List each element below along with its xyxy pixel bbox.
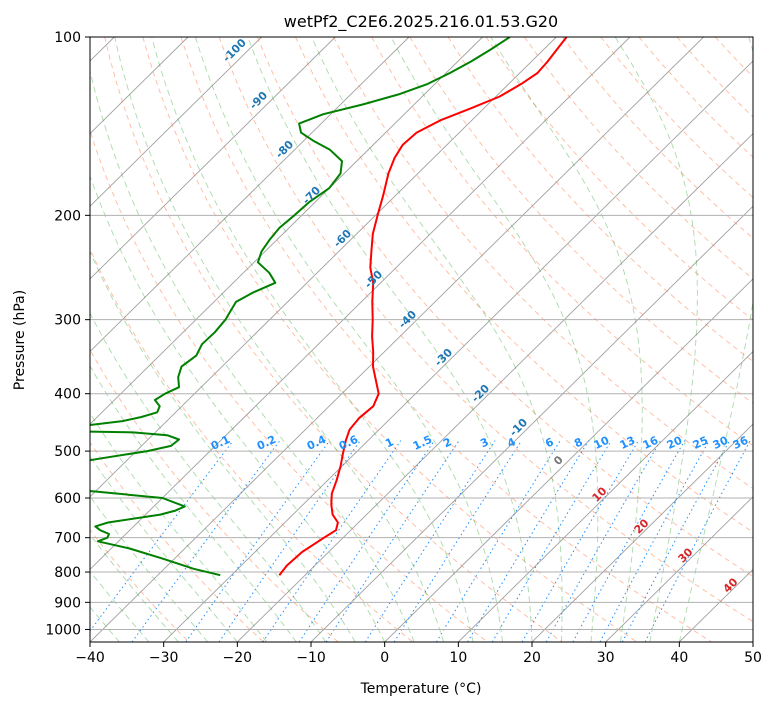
x-axis-label: Temperature (°C) (360, 681, 482, 697)
isotherm-line (90, 37, 410, 353)
isotherm-line (605, 496, 753, 642)
dry-adiabat-line (142, 37, 638, 642)
isotherm-line (90, 37, 336, 280)
isotherm-line (531, 423, 753, 642)
moist-adiabat-line (90, 250, 356, 642)
dry-adiabat-line (218, 37, 753, 623)
y-tick-label: 500 (54, 444, 81, 460)
dry-adiabat-line (333, 37, 753, 490)
isotherm-line (384, 278, 753, 642)
mixing-ratio-line (521, 440, 639, 642)
mixing-ratio-line (435, 440, 561, 642)
isotherm-line (90, 37, 483, 425)
x-tick-label: −40 (75, 650, 105, 666)
background-lines (90, 37, 753, 642)
mixing-ratio-line (90, 440, 234, 632)
x-axis: −40 −30 −20 −10 0 10 20 30 40 50 (75, 642, 762, 666)
x-tick-label: −30 (149, 650, 179, 666)
mixing-ratio-label: 25 (691, 434, 710, 452)
y-tick-label: 900 (54, 595, 81, 611)
moist-adiabat-line (90, 570, 150, 642)
mixing-ratio-line (325, 440, 460, 642)
y-tick-label: 300 (54, 313, 81, 329)
moist-adiabat-line (90, 69, 415, 642)
y-tick-label: 800 (54, 565, 81, 581)
y-tick-label: 600 (54, 491, 81, 507)
moist-adiabat-line (678, 37, 753, 642)
isotherm-line (90, 37, 557, 498)
mixing-ratio-label: 16 (641, 434, 661, 452)
moist-adiabat-line (311, 37, 563, 642)
mixing-ratio-line (572, 440, 686, 642)
x-tick-label: 10 (449, 650, 467, 666)
isotherm-line (310, 205, 753, 642)
moist-adiabat-line (194, 37, 503, 642)
moist-adiabat-line (90, 312, 327, 642)
isotherm-line (163, 60, 753, 642)
dry-adiabat-line (295, 37, 753, 533)
y-tick-label: 200 (54, 208, 81, 224)
moist-adiabat-line (90, 412, 268, 642)
pressure-gridlines (90, 37, 753, 630)
isotherm-line (90, 37, 262, 207)
x-tick-label: 40 (670, 650, 688, 666)
isotherm-line (457, 350, 753, 642)
mixing-ratio-label: 10 (592, 434, 612, 452)
mixing-ratio-line (644, 440, 751, 642)
mixing-ratio-label: 30 (711, 434, 731, 452)
moist-adiabat-line (614, 37, 698, 642)
plot-background (90, 37, 753, 642)
x-tick-label: 20 (523, 650, 541, 666)
moist-adiabat-line (490, 37, 643, 642)
x-tick-label: 50 (744, 650, 762, 666)
mixing-ratio-label: 20 (665, 434, 685, 452)
isotherm-line (236, 132, 753, 642)
moist-adiabat-line (151, 37, 474, 642)
dry-adiabat-line (90, 129, 488, 642)
profile-lines (90, 37, 568, 577)
moist-adiabat-line (114, 37, 445, 642)
y-axis: 100 200 300 400 500 600 700 800 900 1000 (45, 30, 90, 638)
dry-adiabat-line (104, 37, 563, 642)
y-tick-label: 1000 (45, 622, 81, 638)
moist-adiabat-line (90, 495, 209, 642)
moist-adiabat-line (390, 37, 599, 642)
dry-adiabat-line (256, 37, 753, 578)
temperature-line (278, 37, 568, 576)
moist-adiabat-line (90, 533, 179, 642)
chart-title: wetPf2_C2E6.2025.216.01.53.G20 (284, 12, 558, 32)
dry-adiabat-line (90, 349, 339, 642)
x-tick-label: 30 (597, 650, 615, 666)
mixing-ratio-line (545, 440, 661, 642)
mixing-ratio-line (185, 440, 331, 642)
x-tick-label: −20 (223, 650, 253, 666)
mixing-ratio-line (491, 440, 612, 642)
mixing-ratio-line (467, 440, 590, 642)
dry-adiabat-line (90, 247, 414, 642)
dry-adiabat-line (90, 441, 264, 642)
moist-adiabat-line (90, 365, 297, 642)
dewpoint-line (90, 37, 511, 577)
dry-adiabat-line (371, 37, 753, 447)
moist-adiabat-line (90, 455, 238, 642)
y-tick-label: 400 (54, 387, 81, 403)
dry-adiabat-line (180, 37, 712, 642)
y-tick-label: 100 (54, 30, 81, 46)
plot-frame (89, 36, 754, 643)
mixing-ratio-line (218, 440, 361, 642)
isotherm-line (90, 37, 704, 642)
y-tick-label: 700 (54, 531, 81, 547)
mixing-ratio-line (599, 440, 710, 642)
moist-adiabat-line (247, 37, 533, 642)
mixing-ratio-label: 13 (618, 434, 637, 452)
mixing-ratio-line (621, 440, 731, 642)
x-tick-label: 0 (380, 650, 389, 666)
y-axis-label: Pressure (hPa) (12, 290, 28, 390)
isotherm-line (90, 37, 631, 570)
x-tick-label: −10 (296, 650, 326, 666)
mixing-ratio-label: 36 (731, 434, 751, 452)
dry-adiabat-line (90, 529, 190, 642)
